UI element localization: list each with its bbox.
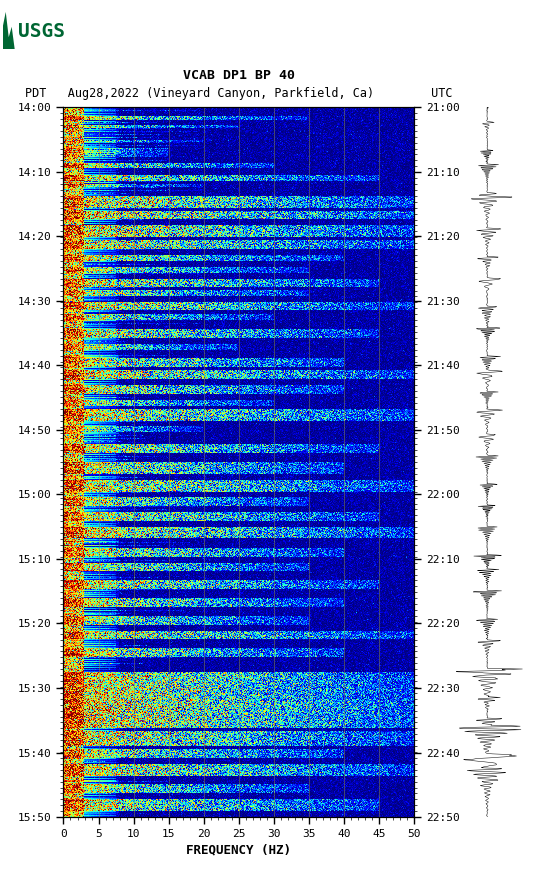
Text: USGS: USGS — [18, 21, 65, 41]
X-axis label: FREQUENCY (HZ): FREQUENCY (HZ) — [186, 843, 291, 856]
Polygon shape — [3, 12, 15, 49]
Text: PDT   Aug28,2022 (Vineyard Canyon, Parkfield, Ca)        UTC: PDT Aug28,2022 (Vineyard Canyon, Parkfie… — [25, 87, 453, 100]
Text: VCAB DP1 BP 40: VCAB DP1 BP 40 — [183, 69, 295, 82]
